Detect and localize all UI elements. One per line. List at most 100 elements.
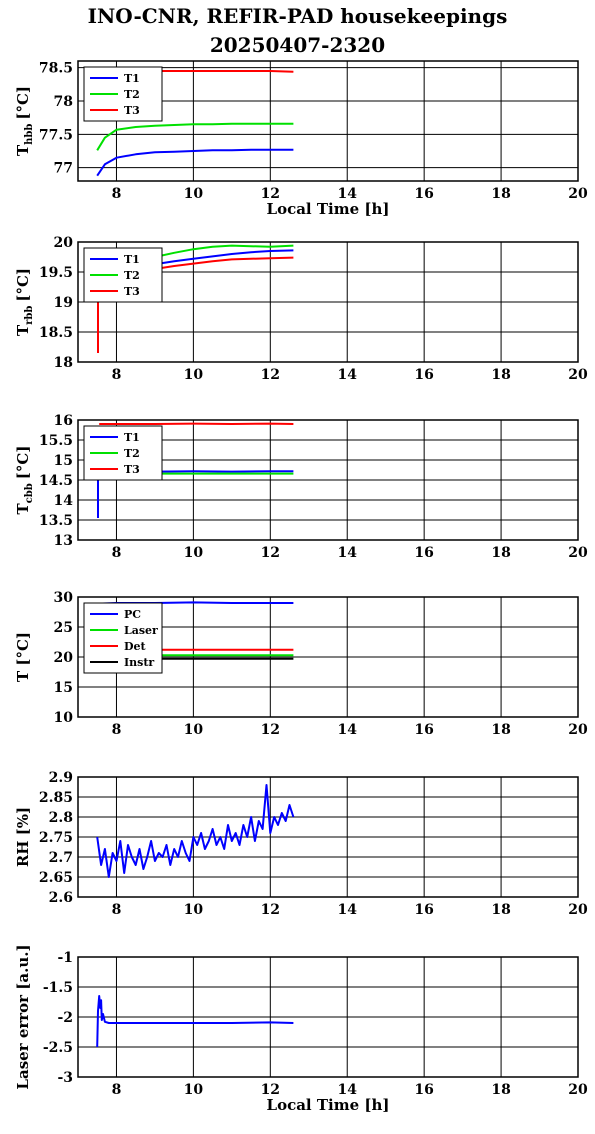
y-tick-label: -2	[57, 1010, 73, 1026]
x-tick-label: 8	[112, 1082, 122, 1098]
chart-title: INO-CNR, REFIR-PAD housekeepings	[87, 4, 508, 28]
x-tick-label: 10	[184, 545, 204, 561]
x-tick-label: 10	[184, 367, 204, 383]
legend-label-t2: T2	[124, 88, 140, 101]
legend-label-t1: T1	[124, 72, 140, 85]
y-tick-label: 78	[54, 94, 73, 110]
legend-label-t1: T1	[124, 253, 140, 266]
y-tick-label: 2.7	[49, 850, 73, 866]
y-tick-label: 10	[54, 710, 74, 726]
chart-panel-1: 8 10 12 14 16 18 20 77 77.5 78 78.5 Local Time [h] T…	[14, 60, 588, 218]
series-line-1	[96, 784, 295, 878]
y-tick-label: 2.75	[39, 830, 73, 846]
y-tick-label: 15	[54, 453, 73, 469]
y-tick-label: -1	[57, 950, 73, 966]
x-tick-label: 8	[112, 545, 122, 561]
y-axis-label: Thbb [°C]	[14, 86, 35, 156]
x-tick-label: 18	[491, 1082, 510, 1098]
y-tick-label: 77.5	[39, 127, 73, 143]
chart-subtitle: 20250407-2320	[209, 33, 386, 57]
y-tick-label: 2.65	[39, 870, 73, 886]
y-axis-label-unit: [°C]	[14, 86, 32, 120]
x-tick-label: 20	[568, 902, 588, 918]
x-tick-label: 14	[337, 545, 357, 561]
x-tick-label: 16	[414, 722, 433, 738]
y-tick-label: 18.5	[39, 325, 73, 341]
x-tick-label: 12	[261, 722, 280, 738]
y-tick-label: 77	[54, 161, 73, 177]
series-line-t1	[96, 148, 294, 177]
x-tick-label: 12	[261, 545, 280, 561]
legend-label-t2: T2	[124, 269, 140, 282]
y-tick-label: 30	[54, 590, 74, 606]
y-tick-label: 15.5	[39, 433, 73, 449]
legend-label-pc: PC	[124, 608, 141, 621]
x-tick-label: 12	[261, 1082, 280, 1098]
y-axis-label-unit: [°C]	[14, 446, 32, 480]
x-tick-label: 14	[337, 902, 357, 918]
x-tick-label: 16	[414, 902, 433, 918]
legend-label-t3: T3	[124, 463, 140, 476]
x-tick-label: 8	[112, 722, 122, 738]
y-tick-label: 19.5	[39, 265, 73, 281]
plot-frame	[77, 241, 579, 363]
y-axis-label-main: RH [%]	[14, 807, 32, 867]
x-tick-label: 12	[261, 186, 280, 202]
legend-label-t2: T2	[124, 447, 140, 460]
y-tick-label: 13.5	[39, 513, 73, 529]
y-axis-label-unit: [°C]	[14, 268, 32, 302]
x-tick-label: 20	[568, 367, 588, 383]
x-tick-label: 18	[491, 367, 510, 383]
x-tick-label: 18	[491, 722, 510, 738]
y-tick-label: -3	[57, 1070, 73, 1086]
x-axis-label: Local Time [h]	[267, 1096, 390, 1114]
y-axis-label-subscript: rbb	[24, 306, 35, 325]
x-tick-label: 14	[337, 186, 357, 202]
y-tick-label: -1.5	[43, 980, 73, 996]
y-tick-label: 78.5	[39, 61, 73, 77]
y-axis-label-main: T	[14, 144, 32, 156]
x-tick-label: 8	[112, 367, 122, 383]
y-tick-label: 20	[54, 235, 74, 251]
y-axis-label-subscript: hbb	[24, 124, 35, 145]
legend-label-laser: Laser	[124, 624, 158, 637]
chart-panel-2: 8 10 12 14 16 18 20 18 18.5 19 19.5 20 Trbb [°C] T1 T2 T…	[14, 235, 588, 383]
y-tick-label: 2.6	[49, 890, 73, 906]
chart-panel-4: 8 10 12 14 16 18 20 10 15 20 25 30 T [°C] PC Laser Det I…	[14, 590, 588, 738]
x-axis-label: Local Time [h]	[267, 200, 390, 218]
plot-frame	[77, 956, 579, 1078]
y-tick-label: 13	[54, 533, 73, 549]
x-tick-label: 8	[112, 902, 122, 918]
x-tick-label: 10	[184, 722, 204, 738]
y-tick-label: 2.85	[39, 790, 73, 806]
y-axis-label: Trbb [°C]	[14, 268, 35, 336]
x-tick-label: 18	[491, 186, 510, 202]
y-tick-label: 15	[54, 680, 73, 696]
legend-label-t3: T3	[124, 104, 140, 117]
y-tick-label: 2.9	[49, 770, 73, 786]
y-tick-label: 18	[54, 355, 73, 371]
y-axis-label-subscript: cbb	[24, 483, 35, 503]
legend-label-det: Det	[124, 640, 147, 653]
x-tick-label: 12	[261, 902, 280, 918]
y-tick-label: 20	[54, 650, 74, 666]
x-tick-label: 16	[414, 186, 433, 202]
y-tick-label: 2.8	[49, 810, 73, 826]
plot-frame	[77, 60, 579, 182]
x-tick-label: 10	[184, 902, 204, 918]
y-axis-label: Tcbb [°C]	[14, 446, 35, 515]
y-tick-label: 25	[54, 620, 73, 636]
x-tick-label: 14	[337, 722, 357, 738]
x-tick-label: 18	[491, 902, 510, 918]
x-tick-label: 20	[568, 1082, 588, 1098]
chart-panel-3: 8 10 12 14 16 18 20 13 13.5 14 14.5 15 15.5 16 Tcbb [°C…	[14, 413, 588, 561]
plot-frame	[77, 776, 579, 898]
x-tick-label: 20	[568, 545, 588, 561]
y-tick-label: 19	[54, 295, 73, 311]
y-tick-label: 16	[54, 413, 73, 429]
y-axis-label: T [°C]	[14, 632, 32, 682]
chart-panel-6: 8 10 12 14 16 18 20 -3 -2.5 -2 -1.5 -1 Local Time [h…	[14, 944, 588, 1114]
x-tick-label: 14	[337, 1082, 357, 1098]
x-tick-label: 10	[184, 186, 204, 202]
